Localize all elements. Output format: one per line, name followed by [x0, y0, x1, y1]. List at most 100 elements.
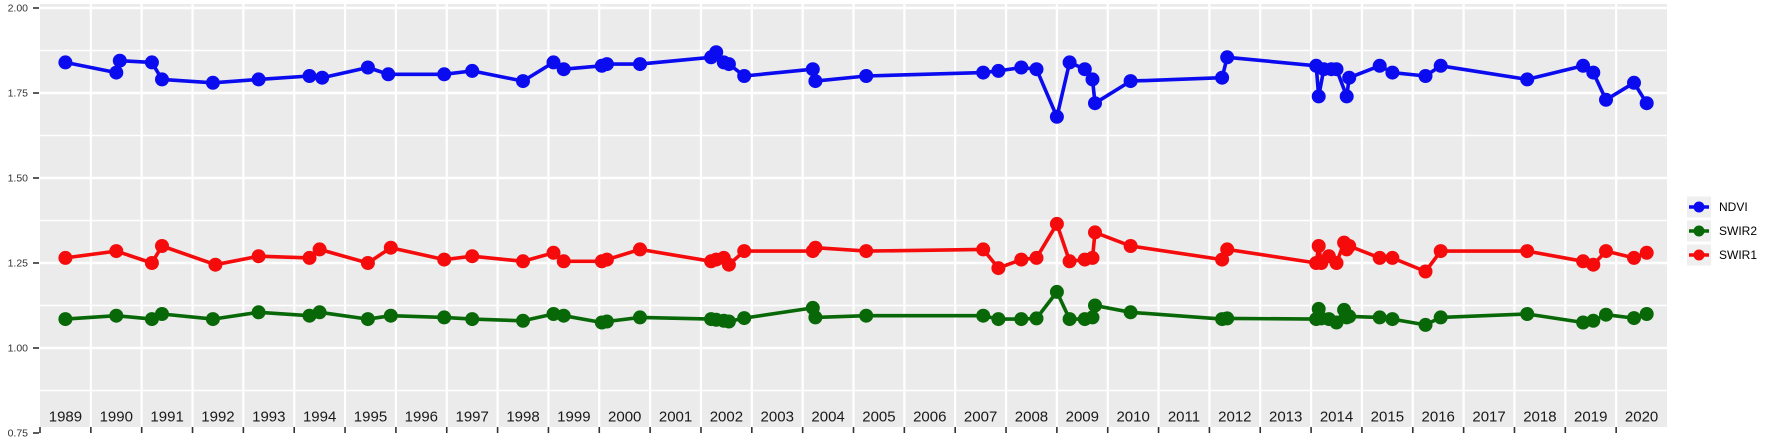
data-point-SWIR2 — [1385, 312, 1400, 327]
data-point-SWIR2 — [808, 310, 823, 325]
data-point-NDVI — [976, 65, 991, 80]
data-point-SWIR1 — [155, 239, 169, 253]
series-NDVI — [58, 45, 1654, 124]
data-point-SWIR1 — [1029, 250, 1044, 265]
y-axis-tick-label: 1.50 — [8, 173, 29, 185]
data-point-NDVI — [633, 57, 647, 72]
data-point-SWIR1 — [302, 250, 317, 265]
series-SWIR2 — [58, 284, 1654, 332]
x-axis-tick-label: 1999 — [557, 409, 590, 426]
x-axis-tick-label: 1994 — [303, 409, 336, 426]
x-axis-tick-label: 2018 — [1523, 409, 1556, 426]
data-point-SWIR1 — [976, 242, 991, 257]
x-axis-tick-label: 2004 — [811, 409, 844, 426]
data-point-NDVI — [1372, 58, 1387, 73]
data-point-SWIR2 — [109, 308, 124, 323]
data-point-SWIR1 — [1049, 216, 1064, 231]
x-axis-tick-label: 2013 — [1269, 409, 1302, 426]
data-point-NDVI — [381, 67, 396, 82]
data-point-SWIR2 — [1029, 311, 1044, 326]
data-point-SWIR2 — [437, 310, 452, 325]
data-point-NDVI — [805, 62, 820, 77]
legend-label-SWIR2: SWIR2 — [1719, 224, 1757, 238]
data-point-NDVI — [1520, 72, 1535, 87]
data-point-NDVI — [1418, 69, 1433, 83]
data-point-NDVI — [144, 55, 159, 70]
x-axis-tick-label: 2019 — [1574, 409, 1607, 426]
data-point-SWIR2 — [312, 305, 327, 320]
x-axis-ticks — [39, 427, 1617, 433]
data-point-NDVI — [302, 69, 317, 83]
x-axis-tick-label: 2008 — [1015, 409, 1048, 426]
data-point-NDVI — [516, 74, 530, 89]
data-point-SWIR2 — [1342, 309, 1357, 324]
data-point-SWIR2 — [383, 308, 398, 323]
data-point-NDVI — [1627, 75, 1641, 90]
data-point-SWIR1 — [808, 240, 823, 255]
x-axis-tick-label: 2006 — [913, 409, 946, 426]
y-axis-tick-label: 2.00 — [8, 3, 29, 15]
data-point-NDVI — [58, 55, 73, 70]
data-point-SWIR1 — [1329, 256, 1344, 270]
data-point-SWIR1 — [58, 250, 73, 265]
data-point-SWIR1 — [1311, 239, 1326, 253]
data-point-SWIR1 — [1599, 244, 1613, 259]
x-axis-tick-label: 2014 — [1320, 409, 1353, 426]
vertical-gridlines — [89, 4, 1618, 427]
data-point-SWIR2 — [1123, 305, 1138, 320]
data-point-SWIR1 — [465, 249, 480, 264]
data-point-SWIR1 — [1639, 245, 1654, 260]
data-point-SWIR2 — [1220, 311, 1235, 326]
x-axis-tick-label: 1989 — [49, 409, 82, 426]
data-point-NDVI — [808, 74, 823, 89]
legend: NDVI SWIR2 SWIR1 — [1687, 196, 1757, 266]
data-point-SWIR2 — [737, 311, 752, 326]
data-point-SWIR2 — [1627, 311, 1641, 326]
data-point-NDVI — [315, 70, 330, 85]
data-point-SWIR1 — [251, 249, 266, 264]
x-axis-tick-label: 1995 — [354, 409, 387, 426]
x-axis-tick-label: 2017 — [1472, 409, 1505, 426]
legend-label-NDVI: NDVI — [1719, 200, 1748, 214]
data-point-SWIR1 — [1085, 250, 1100, 265]
data-point-NDVI — [721, 57, 736, 72]
data-point-SWIR2 — [599, 314, 614, 329]
x-axis-tick-label: 1990 — [100, 409, 133, 426]
x-axis-tick-label: 1998 — [506, 409, 539, 426]
x-axis-tick-label: 1991 — [150, 409, 183, 426]
data-point-SWIR1 — [599, 252, 614, 267]
x-axis-tick-label: 1993 — [252, 409, 285, 426]
data-point-SWIR1 — [360, 256, 375, 270]
data-point-SWIR2 — [1372, 310, 1387, 325]
data-point-NDVI — [1311, 89, 1326, 104]
data-point-SWIR1 — [312, 242, 327, 257]
data-point-NDVI — [1085, 72, 1100, 87]
data-point-SWIR1 — [1372, 250, 1387, 265]
data-point-SWIR1 — [383, 240, 398, 255]
data-point-SWIR2 — [633, 310, 647, 325]
data-point-SWIR2 — [516, 313, 530, 328]
data-point-SWIR2 — [360, 312, 375, 327]
data-point-SWIR1 — [859, 244, 874, 259]
data-point-NDVI — [991, 63, 1006, 78]
data-point-SWIR1 — [546, 245, 561, 260]
y-axis-tick-label: 1.25 — [8, 258, 29, 270]
series-SWIR1 — [58, 216, 1654, 279]
data-point-NDVI — [1339, 89, 1354, 104]
legend-row-NDVI: NDVI — [1687, 196, 1748, 218]
data-point-SWIR2 — [251, 305, 266, 320]
data-point-SWIR1 — [516, 254, 530, 269]
x-axis-tick-label: 2010 — [1116, 409, 1149, 426]
x-axis-tick-label: 2015 — [1371, 409, 1404, 426]
data-point-NDVI — [1329, 62, 1344, 77]
data-point-SWIR1 — [437, 252, 452, 267]
data-point-NDVI — [155, 72, 169, 87]
data-point-SWIR1 — [1088, 225, 1102, 240]
data-point-NDVI — [1586, 65, 1601, 80]
data-point-NDVI — [1385, 65, 1400, 80]
data-point-NDVI — [1599, 92, 1613, 107]
x-axis-tick-label: 2011 — [1168, 409, 1200, 426]
x-axis-tick-label: 2000 — [608, 409, 641, 426]
y-axis: 2.00 1.75 1.50 1.25 1.00 0.75 — [8, 3, 39, 440]
